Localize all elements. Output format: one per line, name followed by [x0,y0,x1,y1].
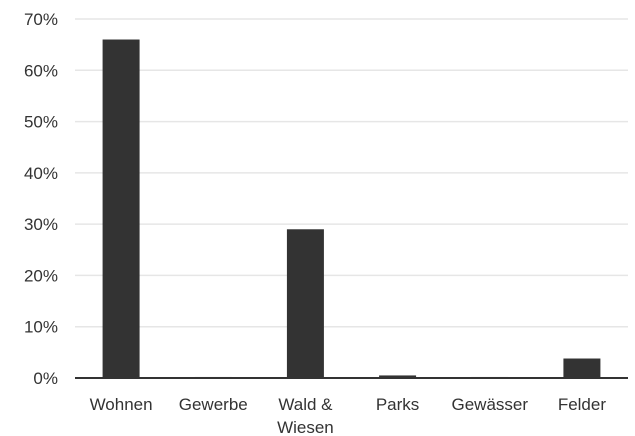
x-tick-label: Gewässer [451,395,528,414]
y-tick-label: 40% [24,164,58,183]
x-axis-labels: Wohnen Gewerbe Wald & Wiesen Parks Gewässer Fe… [90,395,607,436]
x-tick-label: Wohnen [90,395,153,414]
bar [379,375,417,378]
bar [102,39,140,379]
bar [286,229,324,378]
y-axis-labels: 0% 10% 20% 30% 40% 50% 60% 70% [24,10,58,388]
y-tick-label: 30% [24,215,58,234]
y-tick-label: 20% [24,266,58,285]
x-tick-label: Wald & Wiesen [277,395,334,436]
x-tick-label: Gewerbe [179,395,248,414]
gridlines [75,18,628,328]
bar [563,358,601,378]
x-tick-label: Felder [558,395,607,414]
y-tick-label: 50% [24,113,58,132]
y-tick-label: 60% [24,61,58,80]
y-tick-label: 70% [24,10,58,29]
y-tick-label: 0% [33,369,58,388]
x-tick-label: Parks [376,395,419,414]
y-tick-label: 10% [24,318,58,337]
